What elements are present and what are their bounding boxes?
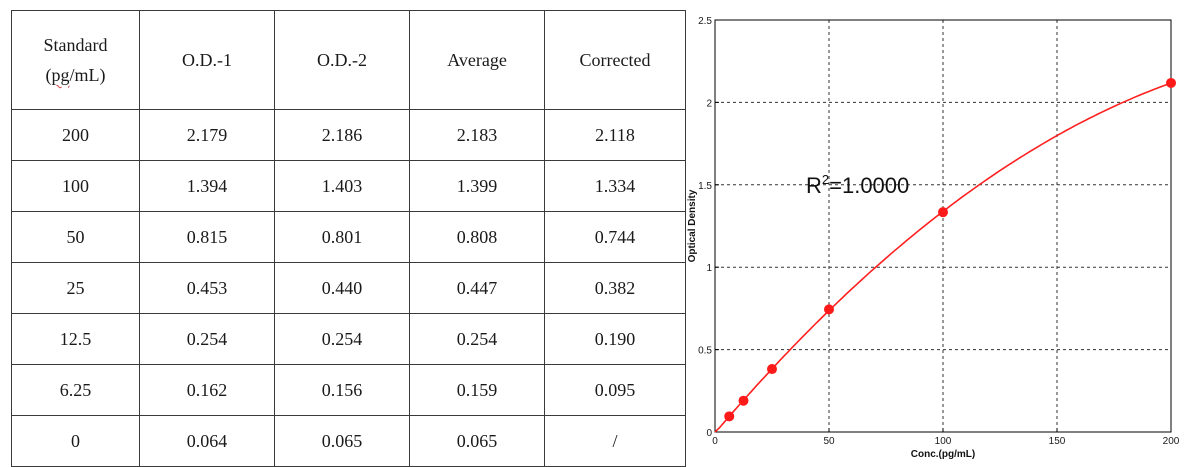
y-tick-label: 2: [706, 98, 712, 109]
cell-corrected: 0.382: [544, 262, 686, 314]
cell-od1: 0.162: [139, 364, 275, 416]
data-points: [724, 77, 1176, 422]
y-tick-label: 2.5: [698, 16, 712, 27]
header-standard-line2: (pg/mL): [12, 60, 139, 90]
x-tick-label: 0: [712, 436, 718, 447]
cell-corrected: 1.334: [544, 160, 686, 212]
cell-corrected: 0.744: [544, 211, 686, 263]
cell-standard: 0: [11, 415, 140, 467]
y-tick-label: 0: [706, 428, 712, 439]
standard-data-table: Standard (pg/mL) O.D.-1 O.D.-2 Average C…: [11, 10, 686, 467]
r-squared-superscript: 2: [822, 172, 829, 187]
y-axis-ticks: 0 0.5 1 1.5 2 2.5: [698, 16, 719, 439]
header-standard-unit-word: pg: [51, 65, 70, 85]
standard-curve-chart: 00.511.522.5 0 50 100 150 200 R2=1.0000 Conc…: [687, 16, 1180, 460]
r-squared-annotation: R2=1.0000: [806, 172, 909, 198]
cell-standard: 25: [11, 262, 140, 314]
data-point: [938, 207, 948, 218]
cell-average: 0.159: [409, 364, 545, 416]
data-point: [1166, 77, 1176, 88]
cell-standard: 200: [11, 109, 140, 161]
x-tick-label: 200: [1163, 436, 1180, 447]
cell-od2: 0.156: [274, 364, 410, 416]
cell-corrected: 2.118: [544, 109, 686, 161]
header-corrected: Corrected: [544, 10, 686, 110]
data-point: [767, 364, 777, 375]
cell-od1: 0.815: [139, 211, 275, 263]
table-row: 6.25 0.162 0.156 0.159 0.095: [11, 364, 686, 416]
cell-od1: 0.064: [139, 415, 275, 467]
y-tick-label: 1.5: [698, 181, 712, 192]
cell-od1: 2.179: [139, 109, 275, 161]
cell-standard: 6.25: [11, 364, 140, 416]
table-row: 100 1.394 1.403 1.399 1.334: [11, 160, 686, 212]
header-od1: O.D.-1: [139, 10, 275, 110]
header-standard: Standard (pg/mL): [11, 10, 140, 110]
cell-od1: 0.453: [139, 262, 275, 314]
cell-average: 0.808: [409, 211, 545, 263]
cell-average: 2.183: [409, 109, 545, 161]
header-od2: O.D.-2: [274, 10, 410, 110]
cell-od1: 1.394: [139, 160, 275, 212]
x-axis-label: Conc.(pg/mL): [911, 449, 975, 460]
table-row: 0 0.064 0.065 0.065/: [11, 415, 686, 467]
table-row: 200 2.179 2.186 2.183 2.118: [11, 109, 686, 161]
x-tick-label: 100: [935, 436, 952, 447]
cell-od2: 0.254: [274, 313, 410, 365]
header-average: Average: [409, 10, 545, 110]
cell-standard: 100: [11, 160, 140, 212]
data-point: [824, 304, 834, 315]
data-point: [738, 395, 749, 406]
cell-corrected: 0.095: [544, 364, 686, 416]
cell-od1: 0.254: [139, 313, 275, 365]
y-axis-label: Optical Density: [687, 189, 698, 262]
table-row: 12.5 0.254 0.254 0.254 0.190: [11, 313, 686, 365]
r-squared-value: =1.0000: [829, 173, 909, 198]
cell-corrected: 0.190: [544, 313, 686, 365]
y-tick-label: 0.5: [698, 346, 712, 357]
cell-od2: 1.403: [274, 160, 410, 212]
x-tick-label: 50: [823, 436, 835, 447]
header-standard-line1: Standard: [43, 35, 108, 55]
cell-average: 0.065: [409, 415, 545, 467]
cell-od2: 0.065: [274, 415, 410, 467]
cell-standard: 12.5: [11, 313, 140, 365]
r-squared-base: R: [806, 173, 822, 198]
cell-od2: 0.440: [274, 262, 410, 314]
header-standard-paren: (: [45, 65, 52, 85]
table-header-row: Standard (pg/mL) O.D.-1 O.D.-2 Average C…: [11, 10, 686, 110]
x-tick-label: 150: [1049, 436, 1066, 447]
cell-average: 1.399: [409, 160, 545, 212]
header-standard-unit-rest: /mL): [69, 65, 106, 85]
table-row: 50 0.815 0.801 0.808 0.744: [11, 211, 686, 263]
cell-od2: 0.801: [274, 211, 410, 263]
cell-average: 0.447: [409, 262, 545, 314]
x-axis-ticks: 0 50 100 150 200: [712, 428, 1180, 447]
cell-average: 0.254: [409, 313, 545, 365]
cell-standard: 50: [11, 211, 140, 263]
data-point: [724, 411, 735, 422]
table-row: 25 0.453 0.440 0.447 0.382: [11, 262, 686, 314]
cell-od2: 2.186: [274, 109, 410, 161]
cell-corrected: /: [544, 415, 686, 467]
y-tick-label: 1: [706, 263, 712, 274]
chart-grid: [715, 20, 1171, 432]
